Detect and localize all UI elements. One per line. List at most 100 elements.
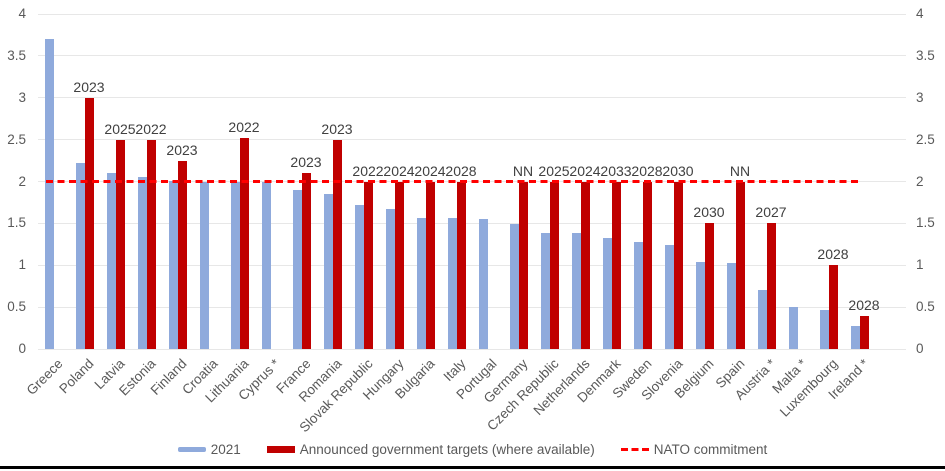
target-year-label-netherlands: 2024 [569, 162, 601, 179]
bar-2021-malta [788, 307, 798, 349]
bar-2021-france [292, 189, 302, 349]
target-year-label-belgium: 2030 [693, 204, 725, 221]
bar-target-finland [177, 160, 187, 349]
y-tick-left-3.5: 3.5 [7, 47, 26, 63]
bar-2021-greece [44, 39, 54, 349]
bar-target-latvia [115, 139, 125, 349]
gridline [38, 264, 906, 266]
y-tick-left-3: 3 [18, 89, 26, 105]
y-tick-right-0.5: 0.5 [916, 299, 935, 315]
bar-2021-luxembourg [819, 310, 829, 349]
bar-target-poland [84, 97, 94, 349]
y-tick-left-2: 2 [18, 173, 26, 189]
target-year-label-lithuania: 2022 [228, 118, 260, 135]
bar-2021-italy [447, 217, 457, 349]
bar-2021-finland [168, 180, 178, 349]
bar-target-slovenia [673, 181, 683, 349]
legend-item-nato: NATO commitment [620, 442, 768, 457]
target-year-label-slovak-republic: 2022 [352, 162, 384, 179]
bar-2021-slovak-republic [354, 204, 364, 349]
bar-target-romania [332, 139, 342, 349]
bar-target-lithuania [239, 137, 249, 349]
target-year-label-france: 2023 [290, 154, 322, 171]
bar-2021-denmark [602, 237, 612, 349]
y-tick-left-1.5: 1.5 [7, 215, 26, 231]
target-year-label-finland: 2023 [166, 141, 198, 158]
gridline [38, 306, 906, 308]
nato-commitment-line [46, 180, 859, 183]
bar-2021-poland [75, 163, 85, 349]
y-tick-right-1: 1 [916, 257, 924, 273]
y-tick-right-2.5: 2.5 [916, 131, 935, 147]
bar-2021-spain [726, 262, 736, 349]
legend-label-targets: Announced government targets (where avai… [299, 442, 595, 457]
bar-2021-lithuania [230, 181, 240, 349]
bar-target-germany [518, 181, 528, 349]
target-year-label-denmark: 2033 [600, 162, 632, 179]
y-tick-left-0.5: 0.5 [7, 299, 26, 315]
legend-label-nato: NATO commitment [653, 442, 768, 457]
bar-2021-ireland [850, 326, 860, 349]
y-tick-left-2.5: 2.5 [7, 131, 26, 147]
y-tick-right-3.5: 3.5 [916, 47, 935, 63]
bottom-border-rule [0, 466, 945, 469]
bar-target-spain [735, 181, 745, 349]
gridline [38, 348, 906, 350]
target-year-label-hungary: 2024 [383, 162, 415, 179]
bar-target-france [301, 173, 311, 349]
bar-2021-netherlands [571, 233, 581, 349]
bar-2021-germany [509, 224, 519, 349]
y-tick-left-4: 4 [18, 6, 26, 21]
bar-2021-hungary [385, 209, 395, 349]
y-tick-right-2: 2 [916, 173, 924, 189]
y-tick-left-0: 0 [18, 341, 26, 356]
legend-label-2021: 2021 [210, 442, 241, 457]
bar-target-italy [456, 181, 466, 349]
bar-target-denmark [611, 181, 621, 349]
bar-target-austria [766, 223, 776, 349]
bar-target-belgium [704, 223, 714, 349]
legend-item-targets: Announced government targets (where avai… [266, 442, 595, 457]
target-year-label-spain: NN [729, 162, 751, 179]
bar-target-estonia [146, 139, 156, 349]
legend-swatch-2021 [177, 447, 206, 452]
bar-target-bulgaria [425, 181, 435, 349]
bar-target-sweden [642, 181, 652, 349]
target-year-label-estonia: 2022 [135, 120, 167, 137]
y-tick-right-3: 3 [916, 89, 924, 105]
legend-swatch-targets [266, 446, 295, 453]
bar-target-ireland [859, 315, 869, 349]
target-year-label-italy: 2028 [445, 162, 477, 179]
bar-2021-austria [757, 290, 767, 349]
bar-target-luxembourg [828, 265, 838, 349]
target-year-label-bulgaria: 2024 [414, 162, 446, 179]
target-year-label-ireland: 2028 [848, 296, 880, 313]
y-tick-right-0: 0 [916, 341, 924, 356]
bar-2021-slovenia [664, 245, 674, 349]
target-year-label-germany: NN [512, 162, 534, 179]
target-year-label-slovenia: 2030 [662, 162, 694, 179]
gridline [38, 13, 906, 15]
bar-2021-sweden [633, 241, 643, 349]
bar-2021-croatia [199, 181, 209, 349]
legend-swatch-nato-dashed-line [620, 448, 649, 451]
legend-item-2021: 2021 [177, 442, 241, 457]
bar-target-slovak-republic [363, 181, 373, 349]
bar-2021-cyprus [261, 182, 271, 349]
target-year-label-poland: 2023 [73, 78, 105, 95]
target-year-label-luxembourg: 2028 [817, 246, 849, 263]
bar-2021-czech-republic [540, 232, 550, 349]
gridline [38, 97, 906, 99]
bar-2021-portugal [478, 219, 488, 349]
gridline [38, 139, 906, 141]
bar-target-netherlands [580, 181, 590, 349]
legend: 2021 Announced government targets (where… [0, 442, 945, 457]
y-tick-right-4: 4 [916, 6, 924, 21]
y-tick-left-1: 1 [18, 257, 26, 273]
bar-target-hungary [394, 181, 404, 349]
target-year-label-romania: 2023 [321, 120, 353, 137]
bar-2021-estonia [137, 177, 147, 349]
